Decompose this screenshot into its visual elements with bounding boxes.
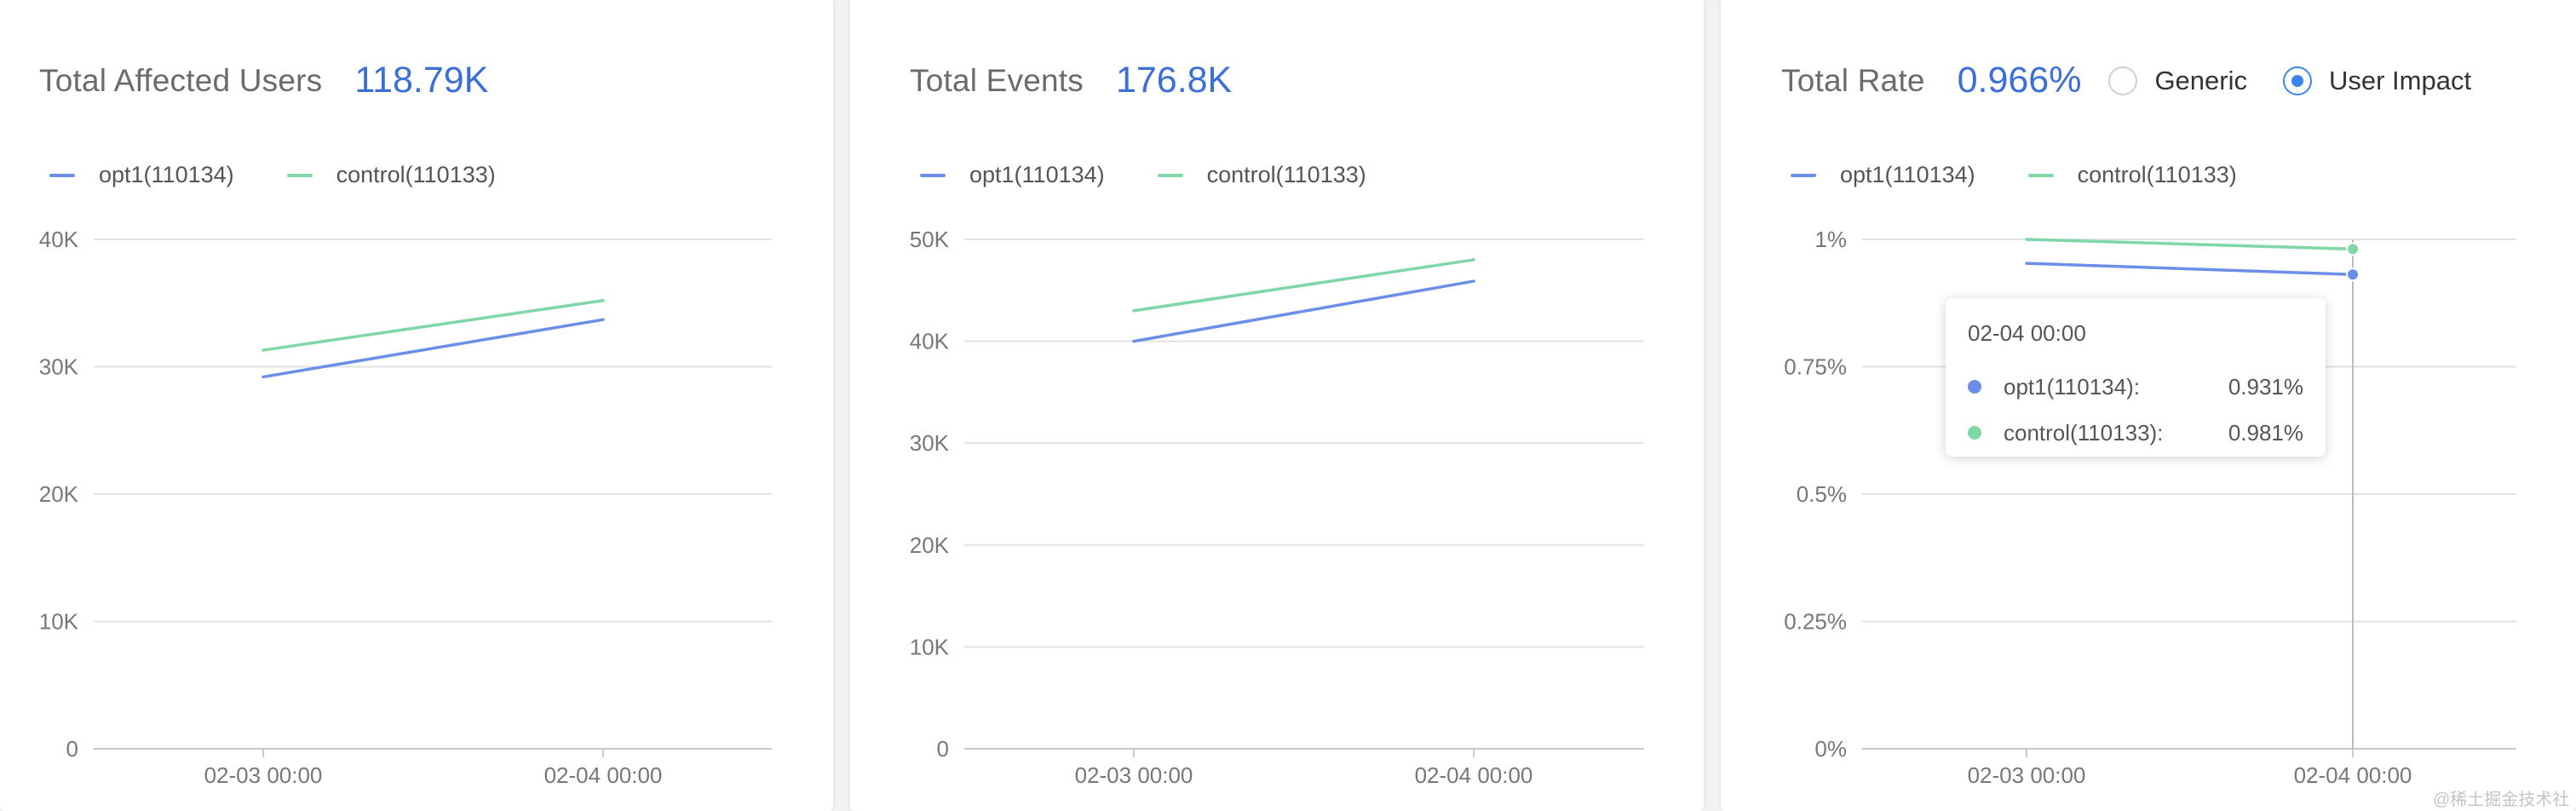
y-tick-label: 1% <box>1814 227 1847 252</box>
highlight-point <box>2346 242 2360 256</box>
series-line <box>262 299 605 352</box>
series-line <box>262 318 605 379</box>
legend-swatch <box>286 173 313 177</box>
x-tick-label: 02-03 00:00 <box>1968 762 2086 788</box>
chart-legend: opt1(110134) control(110133) <box>49 162 549 188</box>
y-tick-label: 30K <box>910 430 950 456</box>
legend-swatch <box>1791 173 1816 177</box>
watermark: @稀土掘金技术社区 <box>2433 791 2570 809</box>
chart-tooltip: 02-04 00:00 opt1(110134): 0.931% control… <box>1946 298 2326 457</box>
x-tick-label: 02-04 00:00 <box>544 762 663 788</box>
radio-user-impact[interactable]: User Impact <box>2282 65 2472 96</box>
highlight-point <box>2346 267 2360 282</box>
affected-users-card: Total Affected Users 118.79K opt1(110134… <box>0 0 833 811</box>
legend-label: control(110133) <box>2077 162 2237 187</box>
tooltip-dot <box>1968 380 1981 394</box>
card-header: Total Events 176.8K <box>910 60 1232 101</box>
stat-label: Total Affected Users <box>39 62 323 98</box>
series-line <box>1132 258 1475 313</box>
y-tick-label: 0% <box>1814 736 1847 762</box>
legend-swatch <box>1157 173 1183 177</box>
stat-label: Total Rate <box>1781 62 1925 98</box>
tooltip-title: 02-04 00:00 <box>1968 320 2086 346</box>
radio-label[interactable]: User Impact <box>2328 65 2472 95</box>
affected-users-chart[interactable]: 0 10K 20K 30K 40K 02-03 00:00 02-04 00:00 <box>0 0 833 811</box>
series-line <box>2025 262 2355 277</box>
y-tick-label: 10K <box>910 634 950 659</box>
total-events-chart[interactable]: 0 10K 20K 30K 40K 50K 02-03 00:00 02-04 00:00 <box>850 0 1704 811</box>
radio-generic[interactable]: Generic <box>2108 66 2247 96</box>
radio-circle-checked[interactable] <box>2282 66 2312 95</box>
y-tick-label: 0.25% <box>1784 609 1847 635</box>
rate-mode-radio-group: Generic User Impact <box>2108 66 2507 96</box>
chart-legend: opt1(110134) control(110133) <box>1791 162 2290 188</box>
legend-swatch <box>920 173 946 177</box>
y-tick-label: 20K <box>39 481 79 507</box>
radio-label[interactable]: Generic <box>2154 65 2247 95</box>
total-events-card: Total Events 176.8K opt1(110134) control… <box>850 0 1704 811</box>
y-tick-label: 30K <box>39 354 79 380</box>
legend-item-control[interactable]: control(110133) <box>1157 162 1366 188</box>
legend-item-opt1[interactable]: opt1(110134) <box>920 162 1105 188</box>
tooltip-series-name: opt1(110134): <box>2004 373 2140 400</box>
series-line <box>2025 238 2355 251</box>
y-tick-label: 50K <box>910 227 950 252</box>
stat-label: Total Events <box>910 62 1084 98</box>
tooltip-series-name: control(110133): <box>2004 419 2164 446</box>
legend-item-control[interactable]: control(110133) <box>286 162 496 188</box>
y-tick-label: 0 <box>937 736 949 762</box>
tooltip-row-opt1: opt1(110134): 0.931% <box>1968 364 2303 410</box>
legend-label: opt1(110134) <box>99 162 234 187</box>
x-tick-label: 02-04 00:00 <box>1415 762 1533 788</box>
legend-label: control(110133) <box>336 162 496 187</box>
stat-value: 176.8K <box>1115 60 1233 101</box>
legend-label: control(110133) <box>1206 162 1366 187</box>
radio-circle[interactable] <box>2108 66 2138 95</box>
legend-item-opt1[interactable]: opt1(110134) <box>1791 162 1975 188</box>
tooltip-row-control: control(110133): 0.981% <box>1968 410 2303 456</box>
y-tick-label: 10K <box>39 609 79 635</box>
card-header: Total Affected Users 118.79K <box>39 60 488 101</box>
y-tick-label: 0.75% <box>1784 354 1847 380</box>
x-tick-label: 02-03 00:00 <box>1075 762 1193 788</box>
legend-swatch <box>2027 173 2054 177</box>
stat-value: 0.966% <box>1957 60 2082 101</box>
legend-item-control[interactable]: control(110133) <box>2027 162 2237 188</box>
chart-legend: opt1(110134) control(110133) <box>920 162 1419 188</box>
card-header: Total Rate 0.966% Generic User Impact <box>1781 60 2507 101</box>
stat-value: 118.79K <box>354 60 489 101</box>
y-tick-label: 0 <box>66 736 78 762</box>
legend-label: opt1(110134) <box>969 162 1105 187</box>
series-line <box>1132 279 1475 343</box>
legend-label: opt1(110134) <box>1840 162 1975 187</box>
tooltip-series-value: 0.931% <box>2228 373 2303 400</box>
y-tick-label: 20K <box>910 532 950 558</box>
x-tick-label: 02-03 00:00 <box>204 762 323 788</box>
x-tick-label: 02-04 00:00 <box>2294 762 2412 788</box>
y-tick-label: 40K <box>910 329 950 354</box>
y-tick-label: 40K <box>39 227 79 252</box>
legend-item-opt1[interactable]: opt1(110134) <box>49 162 234 188</box>
legend-swatch <box>49 173 75 177</box>
tooltip-series-value: 0.981% <box>2228 419 2303 446</box>
y-tick-label: 0.5% <box>1797 481 1847 507</box>
tooltip-dot <box>1968 426 1981 440</box>
